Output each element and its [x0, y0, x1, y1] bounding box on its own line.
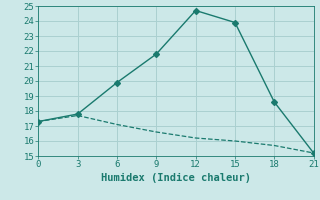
X-axis label: Humidex (Indice chaleur): Humidex (Indice chaleur) — [101, 173, 251, 183]
